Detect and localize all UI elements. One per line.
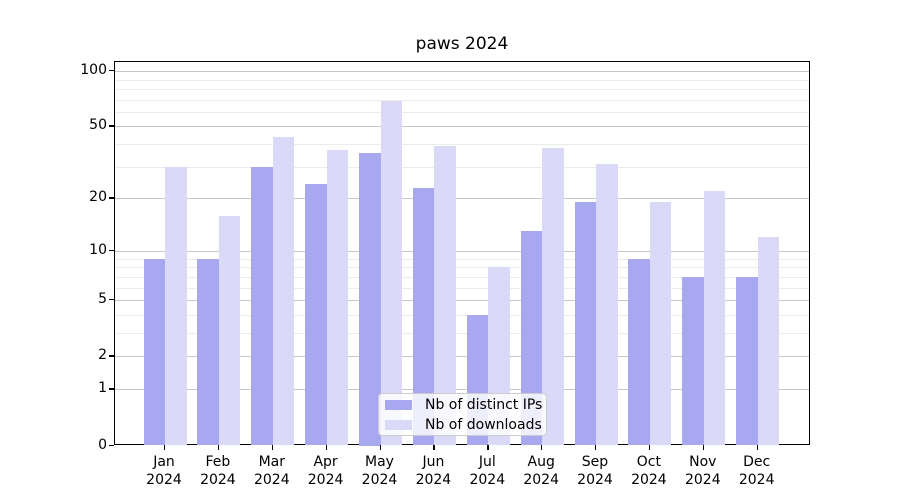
gridline-minor [115,258,809,260]
bar-downloads [649,202,672,446]
bar-downloads [434,146,456,446]
x-tick-label: Jul 2024 [469,454,506,488]
y-tick-label: 1 [98,380,107,397]
x-tick-label: Dec 2024 [738,454,775,488]
x-tick-mark [217,445,220,450]
y-tick-label: 2 [98,347,107,364]
gridline-major [115,250,809,252]
gridline-major [115,126,809,128]
bar-distinct-ips [682,276,704,446]
y-tick-label: 20 [89,189,107,206]
y-tick-label: 5 [98,291,107,308]
bar-downloads [380,100,402,446]
x-tick-mark [164,445,166,450]
y-tick-mark [109,70,114,72]
legend-swatch-distinct-ips [385,399,412,410]
gridline-minor [115,144,809,146]
bar-downloads [218,215,241,446]
gridline-major [115,71,809,72]
y-tick-mark [109,125,114,127]
y-tick-label: 0 [98,436,107,453]
legend-item-distinct-ips: Nb of distinct IPs [385,396,546,413]
gridline-minor [115,267,809,269]
bar-distinct-ips [251,166,273,446]
legend-item-downloads: Nb of downloads [385,416,546,433]
bar-distinct-ips [520,231,543,446]
gridline-minor [115,314,809,316]
x-tick-label: Nov 2024 [684,454,721,488]
x-tick-mark [595,445,597,450]
bar-distinct-ips [736,276,758,446]
x-tick-mark [433,445,435,450]
legend: Nb of distinct IPs Nb of downloads [378,393,547,436]
y-tick-mark [109,444,114,446]
chart-title: paws 2024 [415,34,509,54]
y-tick-mark [109,197,114,199]
x-tick-label: Jan 2024 [146,454,182,488]
legend-label-distinct-ips: Nb of distinct IPs [425,396,543,413]
x-tick-mark [702,445,705,450]
bar-downloads [757,237,780,446]
bar-downloads [326,150,349,446]
bar-downloads [596,164,618,446]
x-tick-label: May 2024 [361,454,398,488]
y-tick-label: 10 [89,241,107,258]
bar-downloads [272,136,295,446]
bar-distinct-ips [574,202,596,446]
x-tick-label: Apr 2024 [307,454,344,488]
x-tick-label: Feb 2024 [200,454,236,488]
bar-distinct-ips [412,187,435,446]
x-tick-mark [271,445,274,450]
gridline-minor [115,88,809,90]
bar-downloads [165,166,187,446]
bar-downloads [703,191,726,446]
x-tick-mark [541,445,543,450]
gridline-major [115,300,809,302]
bar-distinct-ips [305,184,327,446]
x-tick-label: Mar 2024 [253,454,290,488]
gridline-minor [115,166,809,168]
bar-distinct-ips [628,258,650,446]
y-tick-mark [109,388,114,390]
x-tick-label: Oct 2024 [631,454,667,488]
bar-distinct-ips [197,258,219,446]
bar-distinct-ips [143,258,165,446]
x-tick-mark [756,445,758,450]
plot-area [114,61,810,446]
gridline-minor [115,99,809,101]
y-tick-label: 100 [80,62,107,78]
legend-swatch-downloads [385,419,412,430]
bar-downloads [542,148,564,446]
x-tick-mark [325,445,327,450]
gridline-minor [115,333,809,334]
gridline-minor [115,79,809,81]
y-tick-mark [109,249,114,252]
y-tick-mark [109,355,114,357]
gridline-minor [115,276,809,278]
bar-distinct-ips [359,152,381,446]
x-tick-mark [648,445,651,450]
x-tick-label: Aug 2024 [523,454,559,488]
gridline-major [115,198,809,200]
x-tick-label: Jun 2024 [415,454,452,488]
gridline-minor [115,111,809,113]
legend-label-downloads: Nb of downloads [425,416,542,433]
gridline-major [115,356,809,358]
x-tick-mark [487,445,489,450]
x-tick-mark [379,445,381,450]
gridline-minor [115,287,809,289]
y-tick-mark [109,299,114,301]
x-tick-label: Sep 2024 [577,454,613,488]
y-tick-label: 50 [89,117,107,134]
gridline-major [115,389,809,391]
